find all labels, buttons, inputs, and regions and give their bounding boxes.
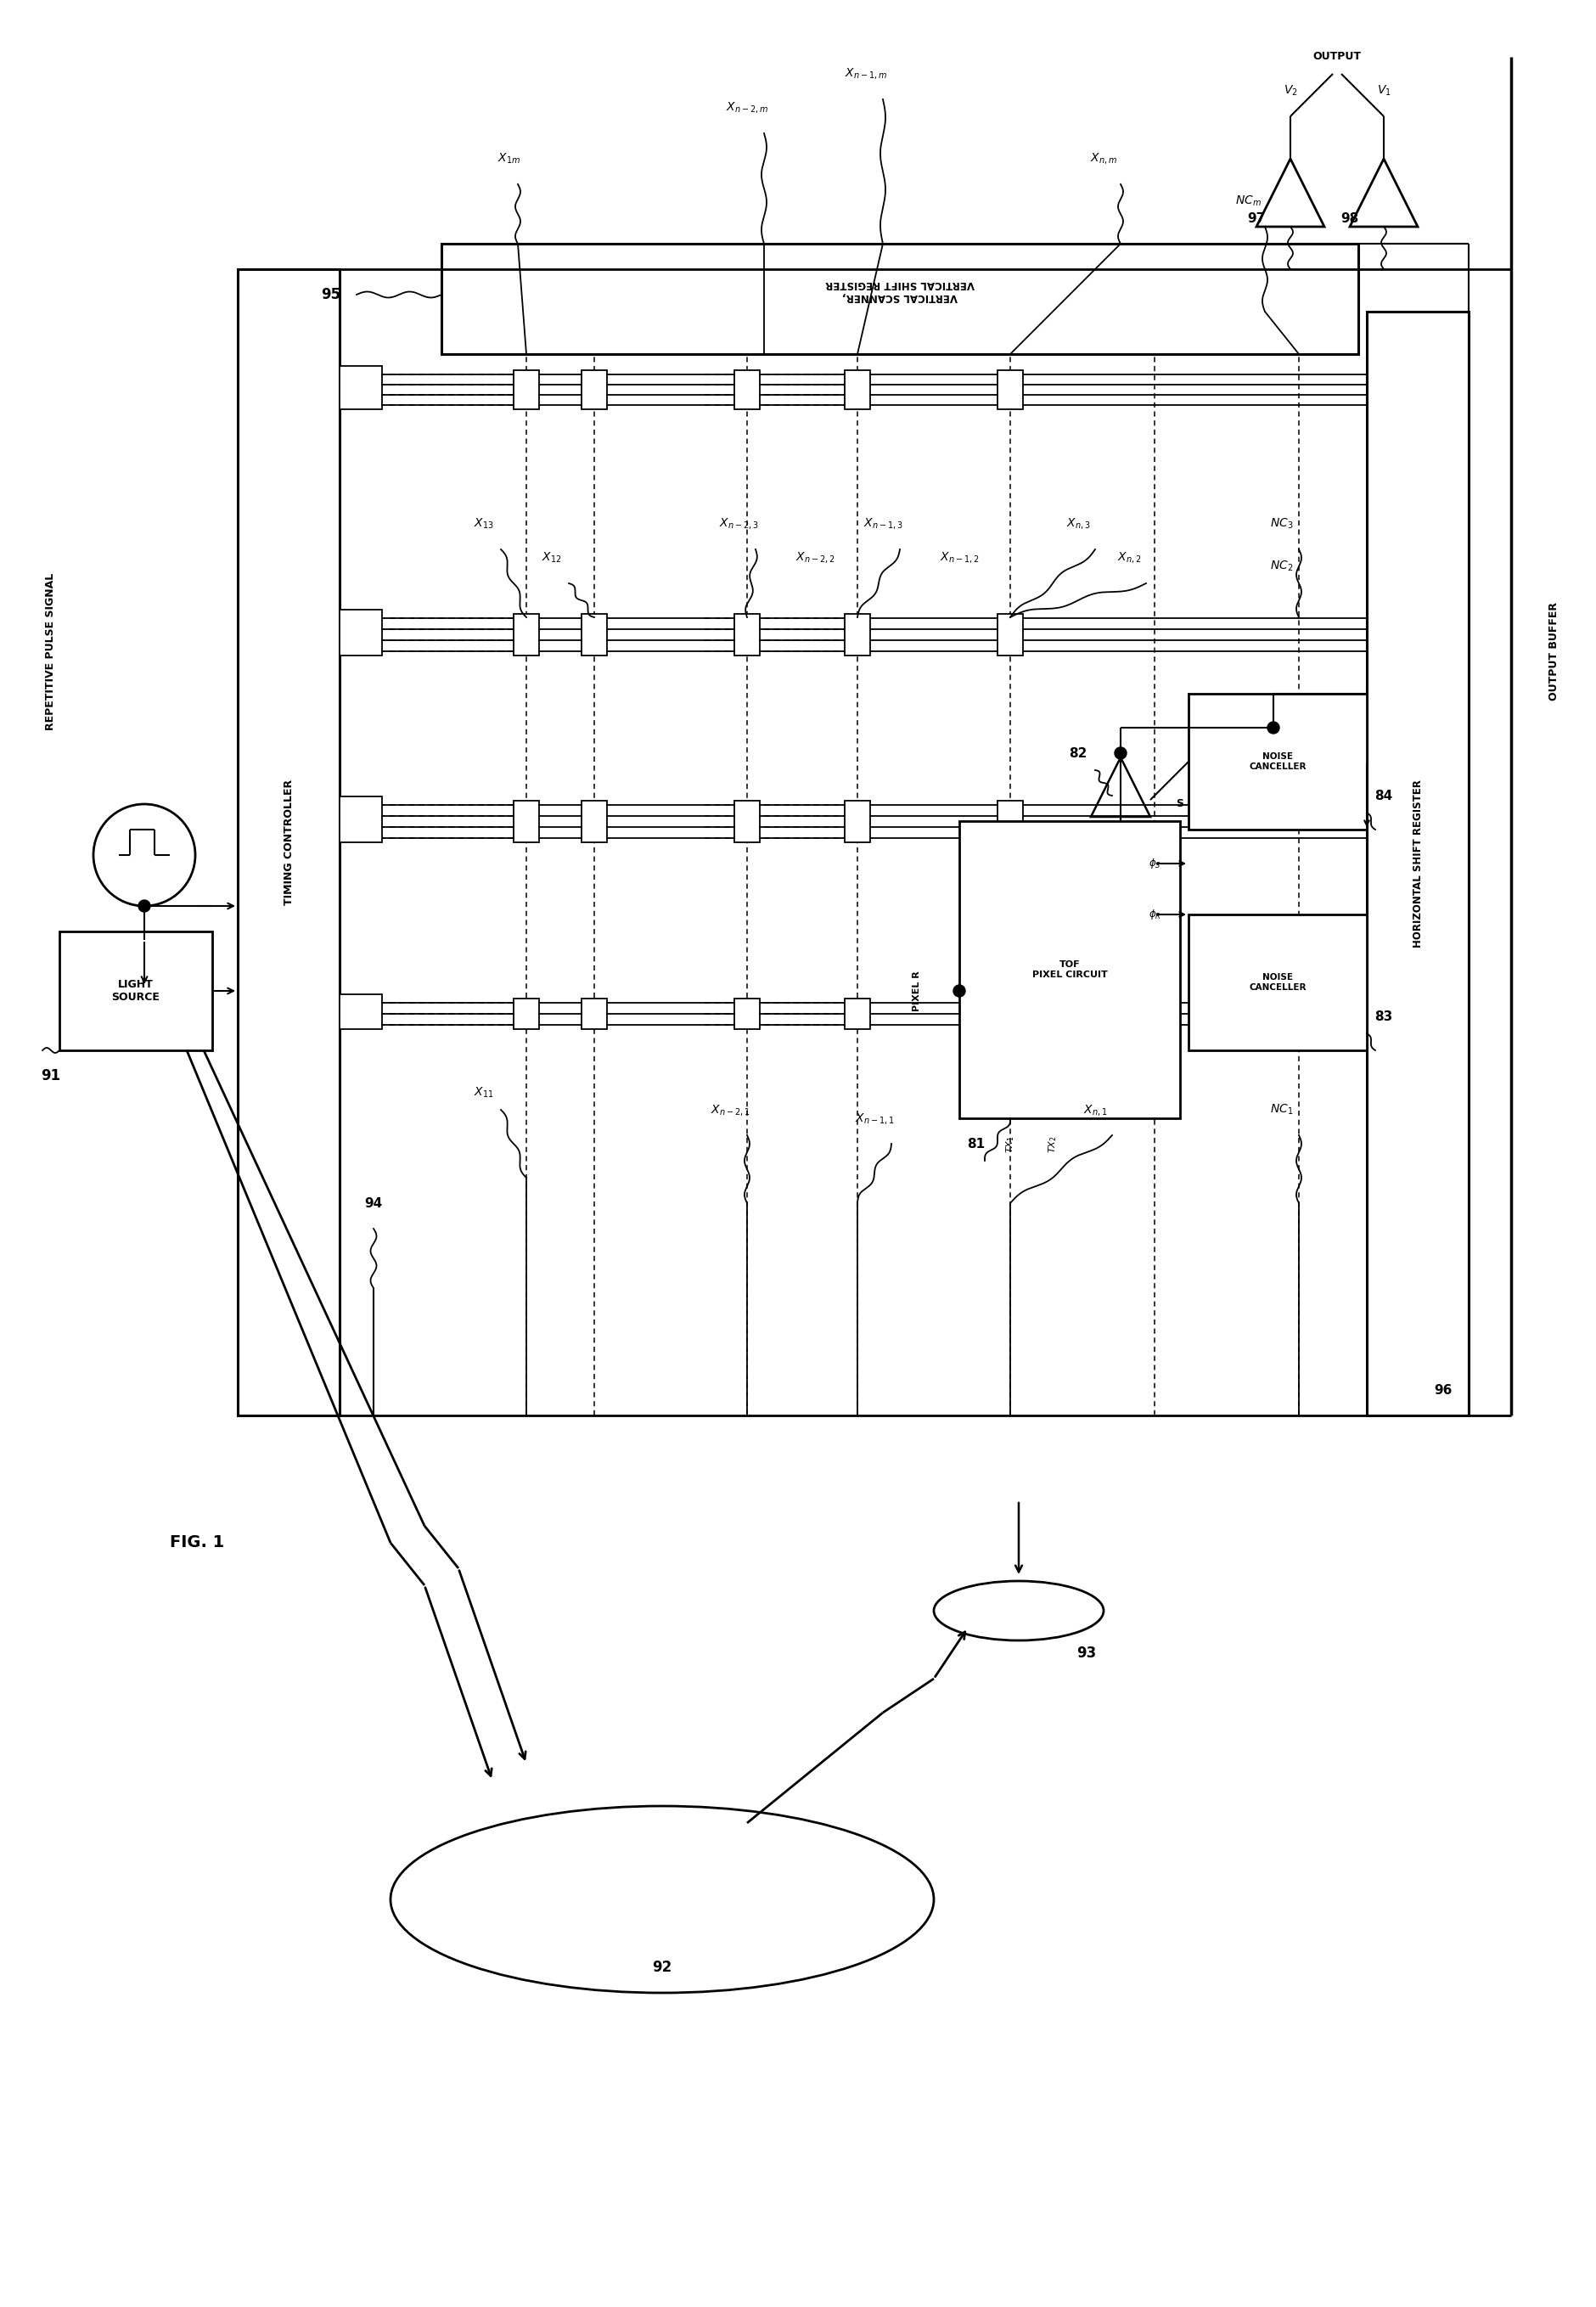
Text: 83: 83 [1374, 1010, 1393, 1022]
Bar [581, 369, 606, 408]
Text: $X_{n-1,3}$: $X_{n-1,3}$ [863, 517, 903, 531]
Text: 96: 96 [1435, 1384, 1452, 1396]
Text: OUTPUT: OUTPUT [1314, 51, 1361, 62]
Bar [340, 796, 381, 842]
Text: 91: 91 [41, 1068, 61, 1084]
Text: $NC_3$: $NC_3$ [1270, 517, 1293, 531]
Bar [442, 245, 1358, 353]
Text: $NC_m$: $NC_m$ [1235, 194, 1261, 208]
Bar [581, 999, 606, 1029]
Bar [997, 614, 1023, 655]
Bar [734, 614, 760, 655]
Bar [59, 932, 212, 1050]
Bar [959, 821, 1179, 1119]
Text: $X_{n-2,2}$: $X_{n-2,2}$ [795, 551, 835, 565]
Bar [514, 999, 539, 1029]
Text: REPETITIVE PULSE SIGNAL: REPETITIVE PULSE SIGNAL [45, 572, 56, 729]
Text: NOISE
CANCELLER: NOISE CANCELLER [1250, 974, 1306, 992]
Bar [844, 614, 870, 655]
Text: PIXEL R: PIXEL R [913, 971, 921, 1010]
Circle shape [1267, 722, 1280, 734]
Bar [844, 801, 870, 842]
Text: $X_{13}$: $X_{13}$ [474, 517, 493, 531]
Text: 84: 84 [1374, 789, 1393, 803]
Bar [514, 614, 539, 655]
Bar [1189, 694, 1366, 831]
Text: $X_{n,1}$: $X_{n,1}$ [1084, 1103, 1108, 1117]
Bar [734, 999, 760, 1029]
Text: 98: 98 [1341, 212, 1358, 224]
Text: $\phi_R$: $\phi_R$ [1148, 907, 1160, 920]
Text: VERTICAL SCANNER,
VERTICAL SHIFT REGISTER: VERTICAL SCANNER, VERTICAL SHIFT REGISTE… [825, 279, 975, 302]
Text: $\phi_S$: $\phi_S$ [1148, 856, 1160, 870]
Bar [734, 369, 760, 408]
Bar [734, 801, 760, 842]
Text: 93: 93 [1077, 1645, 1096, 1661]
Text: $X_{n-2,m}$: $X_{n-2,m}$ [726, 102, 768, 115]
Text: $NC_1$: $NC_1$ [1270, 1103, 1293, 1117]
Text: $X_{n,3}$: $X_{n,3}$ [1066, 517, 1090, 531]
Bar [997, 801, 1023, 842]
Text: 94: 94 [364, 1197, 383, 1209]
Circle shape [953, 985, 966, 997]
Bar [844, 369, 870, 408]
Text: 95: 95 [321, 286, 342, 302]
Text: $V_1$: $V_1$ [1377, 83, 1390, 97]
Circle shape [139, 900, 150, 911]
Circle shape [1114, 747, 1127, 759]
Text: LIGHT
SOURCE: LIGHT SOURCE [112, 978, 160, 1004]
Text: FIG. 1: FIG. 1 [169, 1534, 225, 1550]
Text: $TX_2$: $TX_2$ [1047, 1135, 1058, 1154]
Bar [238, 270, 340, 1416]
Bar [514, 369, 539, 408]
Text: $X_{n,2}$: $X_{n,2}$ [1117, 551, 1141, 565]
Bar [997, 369, 1023, 408]
Bar [340, 609, 381, 655]
Text: $X_{n-1,m}$: $X_{n-1,m}$ [844, 67, 887, 81]
Text: HORIZONTAL SHIFT REGISTER: HORIZONTAL SHIFT REGISTER [1412, 780, 1424, 948]
Text: TOF
PIXEL CIRCUIT: TOF PIXEL CIRCUIT [1033, 960, 1108, 978]
Text: $X_{n-1,1}$: $X_{n-1,1}$ [854, 1112, 894, 1126]
Text: $X_{n-2,3}$: $X_{n-2,3}$ [718, 517, 758, 531]
Bar [997, 999, 1023, 1029]
Bar [514, 801, 539, 842]
Text: $X_{n-2,1}$: $X_{n-2,1}$ [710, 1103, 750, 1117]
Text: $X_{n,m}$: $X_{n,m}$ [1090, 152, 1117, 166]
Text: 97: 97 [1248, 212, 1266, 224]
Text: $X_{1m}$: $X_{1m}$ [498, 152, 520, 166]
Text: $X_{11}$: $X_{11}$ [474, 1087, 493, 1100]
Text: 92: 92 [653, 1959, 672, 1975]
Text: $X_{n-1,2}$: $X_{n-1,2}$ [940, 551, 978, 565]
Text: $TX_1$: $TX_1$ [1004, 1135, 1017, 1154]
Text: $V_2$: $V_2$ [1283, 83, 1298, 97]
Bar [1189, 914, 1366, 1050]
Text: NOISE
CANCELLER: NOISE CANCELLER [1250, 752, 1306, 771]
Text: 82: 82 [1069, 747, 1087, 759]
Text: $NC_2$: $NC_2$ [1270, 558, 1293, 574]
Text: S: S [1176, 798, 1184, 810]
Bar [340, 994, 381, 1029]
Text: TIMING CONTROLLER: TIMING CONTROLLER [282, 780, 294, 904]
Bar [844, 999, 870, 1029]
Text: OUTPUT BUFFER: OUTPUT BUFFER [1548, 602, 1559, 701]
Bar [581, 801, 606, 842]
Text: 81: 81 [967, 1137, 985, 1151]
Bar [340, 367, 381, 408]
Bar [1366, 311, 1468, 1416]
Text: $X_{12}$: $X_{12}$ [541, 551, 562, 565]
Bar [581, 614, 606, 655]
